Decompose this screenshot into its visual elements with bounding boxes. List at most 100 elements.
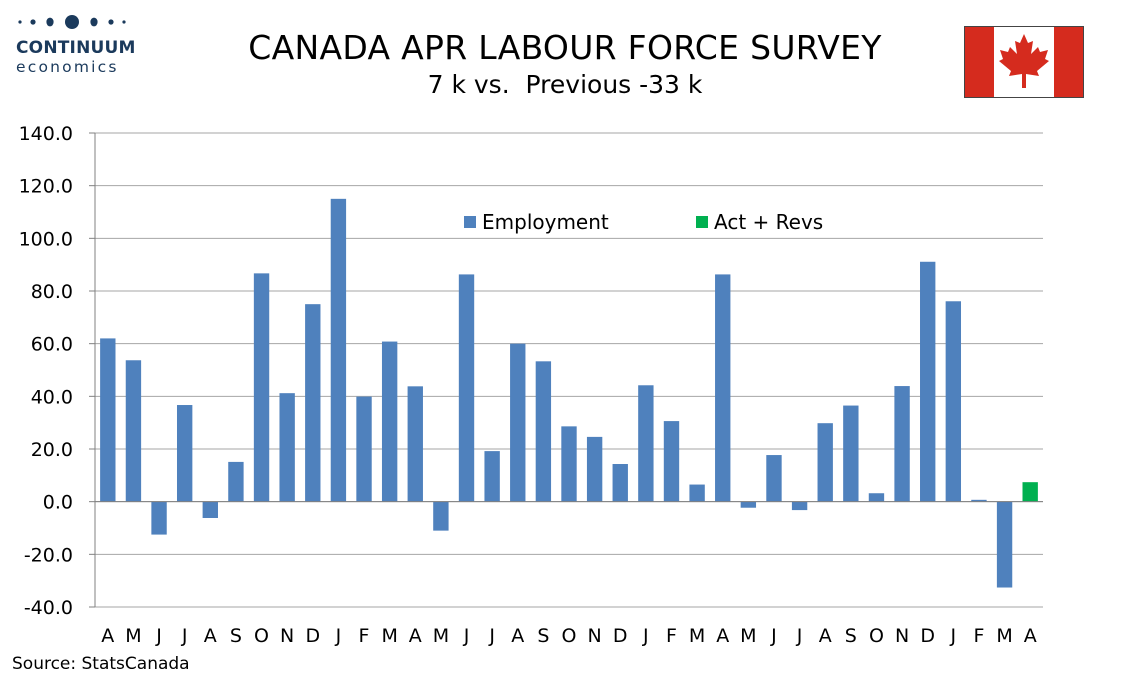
x-tick-label: J xyxy=(950,625,957,647)
x-tick-label: J xyxy=(181,625,188,647)
bar-employment xyxy=(279,393,295,502)
x-tick-label: J xyxy=(335,625,342,647)
x-tick-label: A xyxy=(1024,625,1037,647)
bar-employment xyxy=(817,423,833,502)
gridlines xyxy=(95,132,1043,608)
x-tick-label: A xyxy=(101,625,114,647)
x-tick-label: D xyxy=(920,625,935,647)
x-tick-label: J xyxy=(463,625,470,647)
bar-employment xyxy=(561,426,577,502)
x-tick-label: M xyxy=(996,625,1012,647)
x-tick-label: J xyxy=(155,625,162,647)
bar-employment xyxy=(740,501,757,508)
x-tick-label: S xyxy=(230,625,242,647)
bar-act-revs xyxy=(1022,482,1038,502)
page-subtitle: 7 k vs. Previous -33 k xyxy=(427,70,703,99)
x-tick-label: F xyxy=(666,625,677,647)
x-tick-label: M xyxy=(125,625,141,647)
bar-employment xyxy=(381,341,398,502)
y-tick-label: 100.0 xyxy=(19,228,73,250)
bar-employment xyxy=(791,501,808,511)
x-tick-label: J xyxy=(770,625,777,647)
x-tick-label: O xyxy=(562,625,577,647)
bar-employment xyxy=(330,198,347,502)
bar-employment xyxy=(228,461,244,502)
x-tick-label: J xyxy=(796,625,803,647)
bar-employment xyxy=(945,301,962,502)
x-tick-label: A xyxy=(204,625,217,647)
x-tick-label: O xyxy=(254,625,269,647)
x-tick-label: F xyxy=(359,625,370,647)
bar-employment xyxy=(151,501,167,535)
bar-employment xyxy=(176,405,193,502)
bar-employment xyxy=(663,421,680,502)
legend-swatch xyxy=(464,216,476,228)
bar-employment xyxy=(100,338,116,502)
y-tick-label: 80.0 xyxy=(31,281,73,303)
x-tick-label: A xyxy=(409,625,422,647)
x-tick-label: M xyxy=(689,625,705,647)
bar-employment xyxy=(766,455,782,502)
bar-employment xyxy=(407,386,423,502)
bar-employment xyxy=(971,499,987,502)
x-tick-label: J xyxy=(642,625,649,647)
x-tick-label: O xyxy=(869,625,884,647)
x-tick-label: J xyxy=(488,625,495,647)
y-tick-label: -20.0 xyxy=(24,544,73,566)
x-tick-label: N xyxy=(588,625,602,647)
bar-employment xyxy=(484,451,500,502)
y-tick-label: 120.0 xyxy=(19,176,73,198)
y-tick-label: 0.0 xyxy=(43,492,73,514)
bar-employment xyxy=(510,343,526,502)
bar-employment xyxy=(843,405,859,502)
legend-label: Act + Revs xyxy=(714,210,823,234)
y-axis: -40.0 -20.0 0.0 20.0 40.0 60.0 80.0 100.0 120.0 1… xyxy=(19,123,96,619)
bar-employment xyxy=(996,501,1013,588)
bar-employment xyxy=(638,385,654,502)
legend-swatch xyxy=(696,216,708,228)
y-tick-label: -40.0 xyxy=(24,597,73,619)
page-title: CANADA APR LABOUR FORCE SURVEY xyxy=(248,28,882,67)
bar-employment xyxy=(868,493,885,502)
bars xyxy=(100,198,1038,588)
x-tick-label: N xyxy=(280,625,294,647)
maple-leaf-icon xyxy=(999,34,1049,88)
source-note: Source: StatsCanada xyxy=(12,654,190,674)
x-tick-label: A xyxy=(511,625,524,647)
bar-employment xyxy=(586,436,603,502)
x-tick-label: N xyxy=(895,625,909,647)
bar-employment xyxy=(612,464,628,502)
logo-name: CONTINUUM xyxy=(16,38,136,58)
bar-employment xyxy=(689,484,705,502)
logo-dots-icon xyxy=(18,15,126,29)
x-tick-label: D xyxy=(613,625,628,647)
y-tick-label: 60.0 xyxy=(31,334,73,356)
x-tick-label: A xyxy=(819,625,832,647)
bar-employment xyxy=(125,360,142,502)
bar-employment xyxy=(535,361,552,502)
bar-employment xyxy=(458,274,475,502)
bar-employment xyxy=(202,501,218,518)
x-tick-label: M xyxy=(381,625,397,647)
y-tick-label: 140.0 xyxy=(19,123,73,145)
x-tick-label: S xyxy=(537,625,549,647)
bar-employment xyxy=(356,396,372,502)
bar-employment xyxy=(894,386,910,502)
x-tick-label: S xyxy=(845,625,857,647)
y-tick-label: 20.0 xyxy=(31,439,73,461)
bar-employment xyxy=(253,273,270,502)
logo-subtitle: economics xyxy=(16,58,119,76)
x-tick-label: F xyxy=(973,625,984,647)
x-tick-label: D xyxy=(305,625,320,647)
x-tick-label: M xyxy=(433,625,449,647)
bar-employment xyxy=(920,261,936,502)
x-tick-label: A xyxy=(716,625,729,647)
legend-label: Employment xyxy=(482,210,609,234)
bar-employment xyxy=(433,501,449,531)
x-tick-label: M xyxy=(740,625,756,647)
bar-employment xyxy=(305,304,321,502)
bar-employment xyxy=(715,274,731,502)
legend: Employment Act + Revs xyxy=(464,210,823,234)
